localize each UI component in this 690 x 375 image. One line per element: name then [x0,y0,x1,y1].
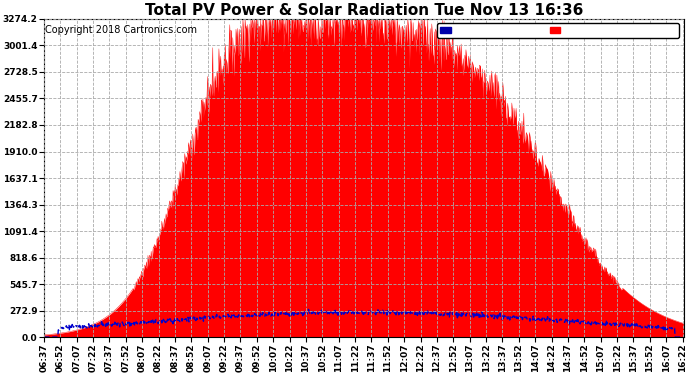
Legend: Radiation (W/m2), PV Panels (DC Watts): Radiation (W/m2), PV Panels (DC Watts) [437,24,679,38]
Text: Copyright 2018 Cartronics.com: Copyright 2018 Cartronics.com [45,25,197,35]
Title: Total PV Power & Solar Radiation Tue Nov 13 16:36: Total PV Power & Solar Radiation Tue Nov… [145,3,583,18]
